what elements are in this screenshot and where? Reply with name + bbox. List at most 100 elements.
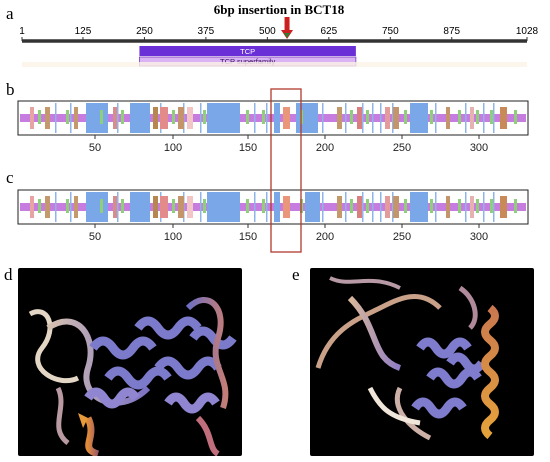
feature-line xyxy=(362,192,364,222)
scale-tick-label: 750 xyxy=(382,26,399,37)
track-tick-label: 300 xyxy=(470,231,488,243)
feature-mark xyxy=(514,110,517,124)
feature-mark xyxy=(458,199,461,213)
helix-block xyxy=(86,103,108,133)
feature-mark xyxy=(350,110,353,124)
track-tick-label: 100 xyxy=(164,142,182,154)
feature-mark xyxy=(172,199,175,213)
feature-block xyxy=(113,196,117,218)
feature-block xyxy=(113,107,117,129)
feature-block xyxy=(385,107,390,129)
protein-ribbon-wildtype-icon xyxy=(28,297,237,456)
track-tick-label: 150 xyxy=(239,231,257,243)
track-tick-label: 200 xyxy=(316,231,334,243)
feature-line xyxy=(322,103,324,133)
feature-mark xyxy=(100,199,103,213)
feature-line xyxy=(380,192,382,222)
tcp-superfamily-label: TCP superfamily xyxy=(220,57,276,66)
helix-block xyxy=(296,103,318,133)
feature-line xyxy=(200,103,202,133)
feature-mark xyxy=(300,110,303,124)
track-tick-label: 50 xyxy=(89,142,101,154)
panel-b-label: b xyxy=(6,80,15,99)
feature-mark xyxy=(300,199,303,213)
feature-block xyxy=(153,196,158,218)
feature-line xyxy=(372,192,374,222)
feature-mark xyxy=(430,199,433,213)
feature-line xyxy=(362,103,364,133)
feature-mark xyxy=(203,199,206,213)
feature-block xyxy=(393,196,399,218)
domain-map: 1 125 250 375 500 625 750 875 1028 TCP TCP super… xyxy=(19,17,539,67)
track-tick-label: 300 xyxy=(470,142,488,154)
helix-block xyxy=(86,192,108,222)
feature-block xyxy=(74,107,78,129)
track-axis: 50 100 150 200 250 300 xyxy=(89,135,488,154)
feature-mark xyxy=(66,110,69,124)
feature-line xyxy=(435,103,437,133)
panel-d-label: d xyxy=(4,265,13,284)
feature-line xyxy=(117,192,119,222)
background-band xyxy=(22,62,527,67)
feature-block xyxy=(357,107,362,129)
feature-line xyxy=(55,192,57,222)
feature-line xyxy=(465,103,467,133)
feature-line xyxy=(55,103,57,133)
helix-block xyxy=(274,192,280,222)
feature-mark xyxy=(458,110,461,124)
feature-block xyxy=(153,107,158,129)
scale-tick-label: 250 xyxy=(136,26,153,37)
feature-block xyxy=(74,196,78,218)
track-axis: 50 100 150 200 250 300 xyxy=(89,224,488,243)
tcp-domain-bar xyxy=(139,46,356,56)
feature-line xyxy=(200,192,202,222)
scale-tick-label: 875 xyxy=(443,26,460,37)
feature-line xyxy=(322,192,324,222)
feature-line xyxy=(266,192,268,222)
feature-block xyxy=(30,196,34,218)
helix-block xyxy=(274,103,280,133)
helix-block xyxy=(410,192,428,222)
feature-block xyxy=(470,196,474,218)
feature-block xyxy=(337,196,342,218)
feature-line xyxy=(493,192,495,222)
feature-mark xyxy=(172,110,175,124)
feature-mark xyxy=(246,199,249,213)
track-tick-label: 250 xyxy=(393,142,411,154)
scale-tick-label: 500 xyxy=(259,26,276,37)
feature-block xyxy=(45,107,50,129)
scale-tick-label: 1 xyxy=(19,26,25,37)
feature-block xyxy=(283,196,290,218)
feature-block xyxy=(178,107,184,129)
scale-tick-label: 125 xyxy=(75,26,92,37)
feature-mark xyxy=(121,110,124,124)
feature-line xyxy=(70,103,72,133)
feature-line xyxy=(117,103,119,133)
feature-mark xyxy=(66,199,69,213)
feature-mark xyxy=(514,199,517,213)
feature-block xyxy=(357,196,362,218)
helix-block xyxy=(130,192,150,222)
feature-mark xyxy=(404,199,407,213)
track-tick-label: 250 xyxy=(393,231,411,243)
feature-block xyxy=(187,107,193,129)
feature-block xyxy=(446,107,450,129)
track-mutant: 50 100 150 200 250 300 xyxy=(17,189,529,243)
feature-mark xyxy=(490,110,493,124)
feature-mark xyxy=(38,199,41,213)
feature-mark xyxy=(262,110,265,124)
feature-line xyxy=(345,192,347,222)
feature-mark xyxy=(366,199,369,213)
insertion-arrow-icon xyxy=(281,17,294,39)
feature-line xyxy=(380,103,382,133)
feature-line xyxy=(392,192,394,222)
feature-mark xyxy=(476,110,479,124)
protein-ribbon-mutant-icon xyxy=(315,276,499,441)
helix-block xyxy=(410,103,428,133)
feature-block xyxy=(500,107,507,129)
feature-line xyxy=(493,103,495,133)
feature-block xyxy=(385,196,390,218)
feature-line xyxy=(254,192,256,222)
feature-line xyxy=(435,192,437,222)
scale-tick-label: 625 xyxy=(320,26,337,37)
